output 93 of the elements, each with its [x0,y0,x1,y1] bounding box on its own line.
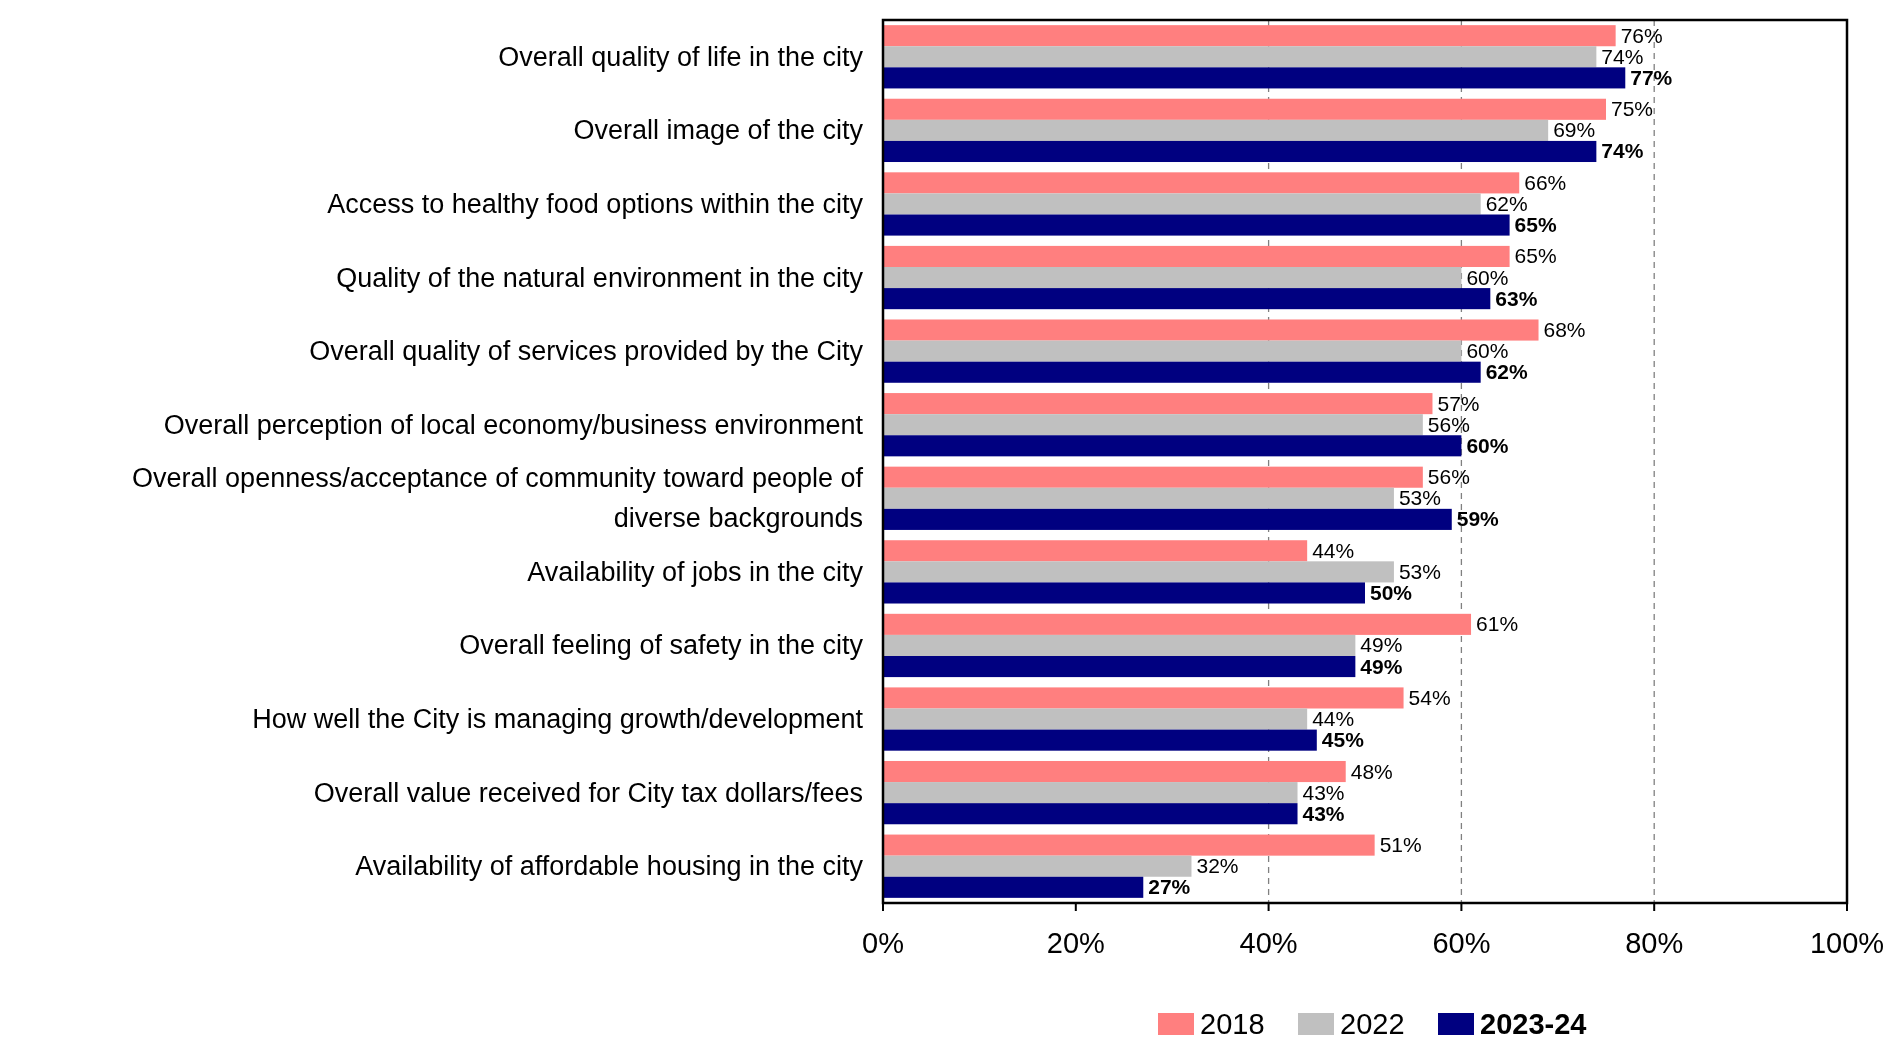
bar [883,172,1520,194]
legend-label: 2018 [1200,1008,1265,1037]
bar [883,834,1375,856]
bar [883,119,1549,141]
bar [883,508,1452,530]
data-label: 53% [1398,559,1441,583]
y-tick-label: Overall openness/acceptance of community toward people of diverse backgrounds [132,463,864,534]
bar [883,487,1394,509]
data-label: 49% [1360,654,1403,678]
bar [883,98,1606,120]
bar [883,393,1433,415]
x-tick-label: 80% [1625,927,1684,959]
data-label: 57% [1437,391,1480,415]
x-tick-label: 100% [1809,927,1885,959]
bar [883,267,1462,289]
data-label: 43% [1302,801,1345,825]
data-label: 60% [1466,265,1509,289]
bar [883,25,1616,47]
legend-label: 2022 [1340,1008,1405,1037]
bar [883,319,1539,341]
data-label: 65% [1514,213,1557,237]
bar [883,582,1365,604]
bar [883,656,1356,678]
data-label: 69% [1553,118,1596,142]
data-label: 63% [1495,286,1538,310]
data-label: 27% [1148,875,1191,899]
bar [883,340,1462,362]
bar [883,876,1144,898]
bar [883,67,1626,89]
data-label: 66% [1524,170,1567,194]
bar [883,687,1404,709]
data-label: 56% [1427,465,1470,489]
data-label: 60% [1466,339,1509,363]
bar [883,193,1481,215]
data-label: 44% [1312,707,1355,731]
bar [883,708,1308,730]
x-tick-label: 40% [1239,927,1298,959]
data-label: 62% [1485,360,1529,384]
bar [883,729,1317,751]
data-label: 59% [1456,507,1500,531]
x-tick-label: 20% [1046,927,1105,959]
data-label: 45% [1321,728,1365,752]
data-label: 65% [1514,244,1557,268]
bar [883,435,1462,457]
bar [883,561,1394,583]
bar [883,855,1192,877]
data-label: 62% [1485,191,1528,215]
data-label: 68% [1543,318,1586,342]
data-label: 54% [1408,685,1451,709]
data-label: 32% [1196,854,1239,878]
y-tick-label: Overall perception of local economy/business environment [163,409,864,440]
y-tick-label: Availability of jobs in the city [527,556,864,587]
data-label: 49% [1360,633,1403,657]
data-label: 74% [1601,44,1644,68]
bar [883,245,1510,267]
data-label: 50% [1370,580,1413,604]
bar [883,214,1510,236]
data-label: 76% [1620,23,1663,47]
data-label: 61% [1476,612,1519,636]
y-tick-label: Overall quality of services provided by the City [309,336,864,367]
data-label: 51% [1379,833,1422,857]
bar [883,540,1308,562]
bar [883,760,1346,783]
bar [883,634,1356,656]
y-tick-label: Quality of the natural environment in the city [336,262,864,293]
bar [883,782,1298,804]
data-label: 74% [1601,139,1644,163]
data-label: 43% [1302,780,1345,804]
data-label: 75% [1611,97,1654,121]
y-tick-label: Availability of affordable housing in the city [355,851,864,882]
data-label: 56% [1427,412,1470,436]
bar [883,414,1423,436]
bar [883,613,1472,635]
bar [883,140,1597,163]
data-label: 48% [1350,759,1393,783]
bar [883,46,1597,68]
data-label: 60% [1466,433,1509,457]
bar [883,361,1481,383]
bar [883,288,1491,310]
bar [883,803,1298,825]
x-tick-label: 0% [862,927,904,959]
data-label: 77% [1630,65,1673,89]
y-tick-label: Overall feeling of safety in the city [459,630,864,661]
bar [883,466,1423,488]
x-tick-label: 60% [1432,927,1491,959]
legend-label: 2023-24 [1480,1008,1587,1037]
y-tick-label: Overall image of the city [573,115,864,146]
y-tick-label: How well the City is managing growth/development [252,704,864,735]
y-tick-label: Access to healthy food options within the city [327,188,864,219]
y-tick-label: Overall quality of life in the city [498,41,864,72]
data-label: 53% [1398,486,1441,510]
y-tick-label: Overall value received for City tax dollars/fees [313,777,863,808]
data-label: 44% [1312,538,1355,562]
